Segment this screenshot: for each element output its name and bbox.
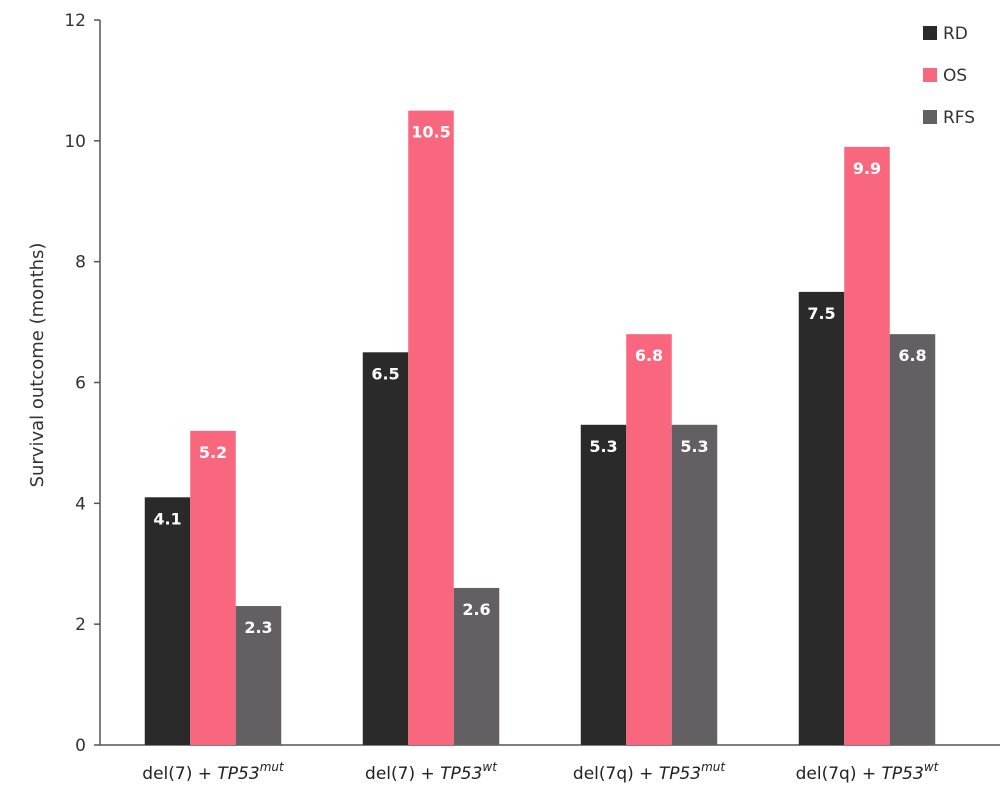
x-category-label: del(7q) + TP53wt xyxy=(796,760,940,784)
bar-rfs xyxy=(235,606,282,745)
bar-os xyxy=(626,334,672,745)
bar-value-label: 6.8 xyxy=(635,346,663,365)
bar-rd xyxy=(798,291,845,745)
legend-swatch-rd xyxy=(923,26,937,40)
legend-label-rd: RD xyxy=(943,24,968,44)
legend-label-os: OS xyxy=(943,66,967,86)
bar-rd xyxy=(580,424,627,745)
y-tick-label: 10 xyxy=(64,132,86,152)
x-category-label: del(7) + TP53mut xyxy=(142,760,285,784)
y-tick-label: 12 xyxy=(64,11,86,31)
y-tick-label: 6 xyxy=(75,374,86,394)
bar-value-label: 5.3 xyxy=(589,437,617,456)
bar-value-label: 9.9 xyxy=(853,159,881,178)
x-axis: del(7) + TP53mut del(7) + TP53wt del(7q) +… xyxy=(100,744,1000,784)
y-tick-label: 4 xyxy=(75,494,86,514)
bar-value-label: 5.2 xyxy=(199,443,227,462)
x-category-label: del(7q) + TP53mut xyxy=(573,760,726,784)
bar-value-label: 4.1 xyxy=(153,509,181,528)
x-category-label: del(7) + TP53wt xyxy=(365,760,498,784)
bar-value-label: 6.5 xyxy=(371,364,399,383)
bar-rfs xyxy=(453,587,500,745)
legend-label-rfs: RFS xyxy=(943,108,975,128)
legend-swatch-os xyxy=(923,68,937,82)
bar-rd xyxy=(362,352,409,745)
y-tick-label: 8 xyxy=(75,253,86,273)
y-tick-label: 0 xyxy=(75,736,86,756)
bar-value-label: 7.5 xyxy=(807,304,835,323)
bar-os xyxy=(408,110,454,745)
bars: 4.1 5.2 2.3 6.5 10.5 2.6 5.3 6.8 5.3 7.5 9.9 6.8 xyxy=(144,110,936,745)
bar-value-label: 5.3 xyxy=(680,437,708,456)
bar-value-label: 6.8 xyxy=(898,346,926,365)
y-axis: 0 2 4 6 8 10 12 xyxy=(64,11,101,756)
bar-value-label: 10.5 xyxy=(411,123,450,142)
bar-value-label: 2.6 xyxy=(462,600,490,619)
y-tick-label: 2 xyxy=(75,615,86,635)
bar-rfs xyxy=(671,424,718,745)
bar-rfs xyxy=(889,334,936,745)
bar-os xyxy=(844,146,890,745)
bar-rd xyxy=(144,497,191,745)
bar-value-label: 2.3 xyxy=(244,618,272,637)
legend-swatch-rfs xyxy=(923,110,937,124)
legend: RD OS RFS xyxy=(923,24,975,128)
y-axis-title: Survival outcome (months) xyxy=(27,243,48,488)
bar-os xyxy=(190,430,236,745)
